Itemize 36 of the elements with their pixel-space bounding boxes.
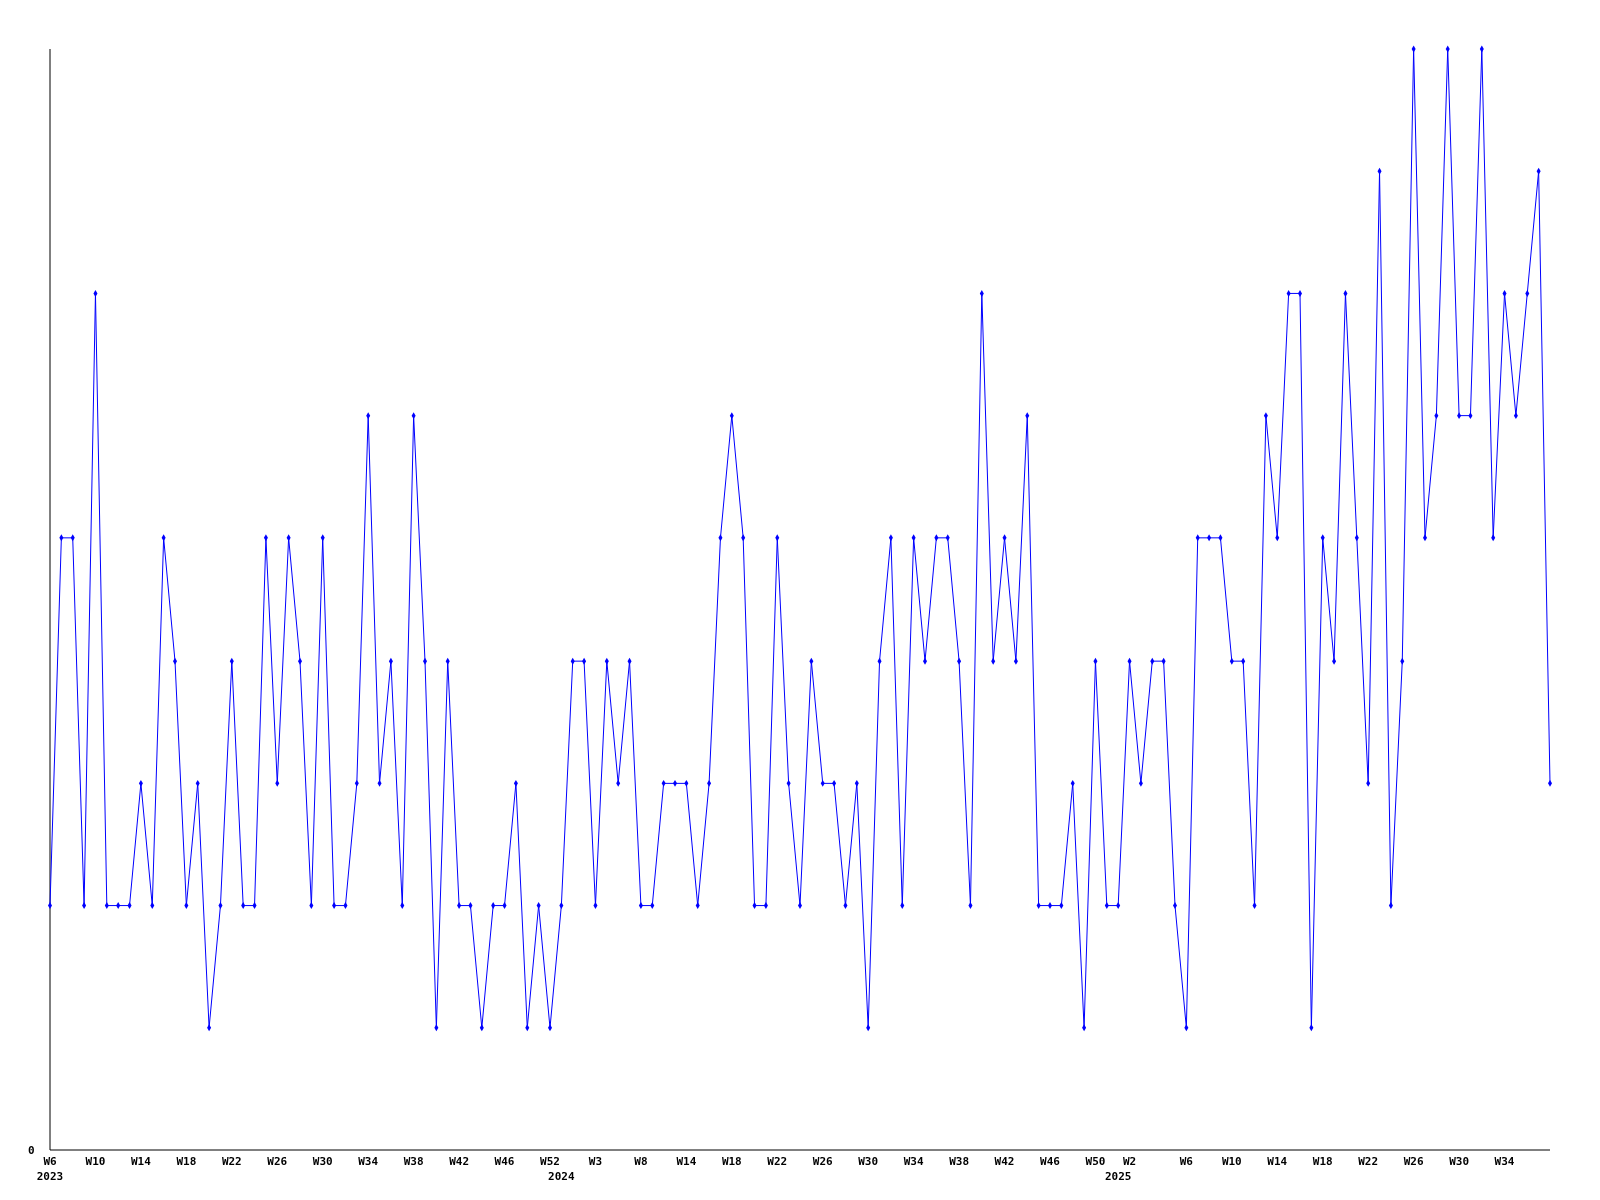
x-tick-label: W18: [1312, 1155, 1333, 1168]
x-tick-label: W38: [403, 1155, 424, 1168]
x-tick-label: W22: [1358, 1155, 1379, 1168]
x-tick-label: W30: [858, 1155, 879, 1168]
x-tick-label: W26: [1403, 1155, 1424, 1168]
x-tick-label: W50: [1085, 1155, 1106, 1168]
x-tick-label: W6: [1179, 1155, 1194, 1168]
x-tick-label: W3: [588, 1155, 603, 1168]
x-tick-label: W22: [767, 1155, 788, 1168]
x-tick-label: W14: [676, 1155, 697, 1168]
x-tick-label: W6 2023: [36, 1155, 64, 1183]
x-tick-label: W14: [1267, 1155, 1288, 1168]
x-tick-label: W8: [634, 1155, 648, 1168]
x-tick-label: W34: [903, 1155, 924, 1168]
x-tick-label: 2025: [1104, 1170, 1132, 1183]
x-tick-label: W46: [494, 1155, 515, 1168]
x-tick-label: 2024: [548, 1170, 575, 1183]
x-tick-label: W30: [1449, 1155, 1470, 1168]
x-tick-label: W52: [540, 1155, 560, 1168]
x-tick-label: W26: [812, 1155, 834, 1168]
x-tick-label: W34: [1494, 1155, 1515, 1168]
x-tick-label: W2: [1122, 1155, 1137, 1168]
x-tick-label: W10: [85, 1155, 106, 1168]
x-tick-label: W42: [994, 1155, 1015, 1168]
x-tick-label: W38: [949, 1155, 970, 1168]
x-tick-label: W42: [449, 1155, 470, 1168]
x-tick-label: W34: [358, 1155, 379, 1168]
x-tick-label: W10: [1221, 1155, 1242, 1168]
x-tick-label: W26: [267, 1155, 288, 1168]
x-tick-label: W46: [1040, 1155, 1061, 1168]
x-tick-label: W30: [312, 1155, 333, 1168]
x-tick-label: W18: [721, 1155, 742, 1168]
x-tick-label: W14: [130, 1155, 152, 1168]
text: 0: [28, 1144, 35, 1157]
x-tick-label: W22: [221, 1155, 242, 1168]
x-tick-label: W18: [176, 1155, 197, 1168]
